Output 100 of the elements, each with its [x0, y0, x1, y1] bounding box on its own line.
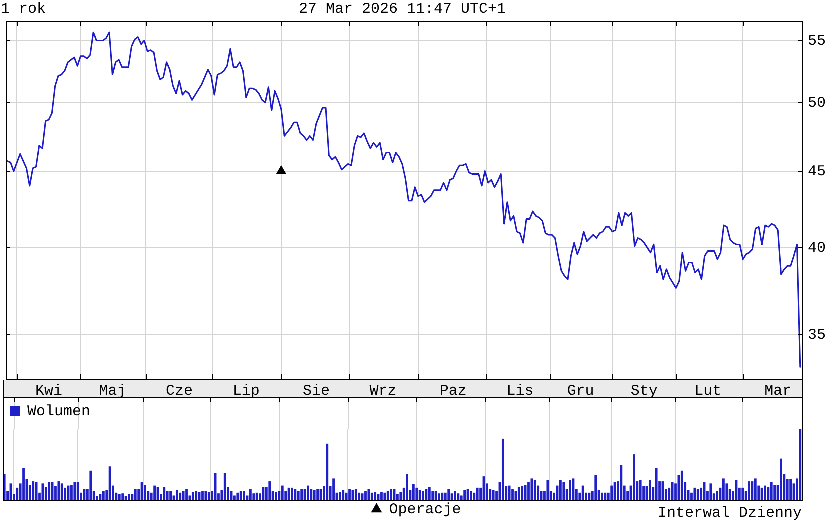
bar [412, 484, 415, 500]
bar [754, 478, 757, 500]
chart-title: 1 rok [1, 0, 46, 19]
x-tick-label: Wrz [370, 382, 397, 400]
y-tick-label: 40 [808, 240, 826, 257]
bar [774, 485, 776, 500]
bar [696, 489, 700, 500]
bar [60, 484, 64, 500]
bar [294, 489, 297, 500]
bar [297, 491, 300, 500]
bar [770, 482, 773, 500]
bar [90, 470, 92, 500]
bar [163, 487, 166, 500]
bar [464, 490, 466, 500]
bar [546, 480, 550, 500]
y-tick-label: 55 [808, 32, 826, 50]
bar [192, 492, 194, 500]
bar [128, 494, 130, 500]
bar [70, 485, 73, 500]
x-tick-label: Sty [630, 382, 658, 400]
bar [560, 480, 562, 500]
bar [354, 489, 358, 500]
bar [680, 470, 684, 500]
bar [186, 489, 188, 500]
bar [345, 492, 348, 500]
chart-subtitle: 27 Mar 2026 11:47 UTC+1 [298, 1, 506, 18]
bar [48, 482, 51, 500]
bar [422, 491, 424, 500]
x-tick-label: Paz [440, 382, 467, 400]
bar [671, 482, 674, 500]
bar [518, 487, 520, 500]
bar [236, 492, 240, 500]
bar [400, 492, 402, 500]
bar [74, 482, 76, 500]
bar [716, 491, 719, 500]
bar [418, 490, 422, 500]
bar [166, 491, 169, 500]
bar [342, 490, 345, 500]
bar [108, 466, 112, 500]
bar [694, 488, 696, 500]
bar [530, 478, 534, 500]
bar [604, 492, 607, 500]
bar [326, 444, 329, 500]
bar [348, 489, 351, 500]
x-tick-label: Lis [506, 382, 534, 400]
bar [742, 488, 744, 500]
bar [176, 490, 178, 500]
bar [790, 479, 792, 500]
bar [454, 491, 456, 500]
bar [512, 489, 514, 500]
text: Interwal Dzienny [658, 504, 802, 523]
bar [390, 489, 393, 500]
bar [275, 492, 278, 500]
bar [208, 492, 210, 500]
bar [249, 489, 252, 500]
bar [338, 492, 342, 500]
bar [179, 492, 182, 500]
bar [764, 486, 766, 500]
bar [492, 490, 495, 500]
x-tick-label: Gru [567, 382, 594, 400]
bar [569, 480, 572, 500]
bar [64, 488, 67, 500]
y-tick-label: 45 [808, 163, 826, 180]
bar [198, 492, 201, 500]
bar [316, 489, 320, 500]
x-tick-label: Cze [166, 382, 194, 400]
bar [76, 482, 80, 500]
bar [528, 482, 530, 500]
bar [118, 494, 121, 500]
bar [476, 488, 479, 500]
y-tick-label: 35 [808, 326, 826, 344]
bar [374, 492, 377, 500]
bar [313, 490, 316, 500]
x-tick-label: Kwi [35, 382, 62, 400]
bar [22, 468, 25, 500]
bar [633, 454, 636, 500]
bar [122, 494, 124, 500]
bar [508, 486, 511, 500]
bar [562, 482, 566, 500]
bar [234, 496, 236, 500]
bar [432, 491, 434, 500]
bar [307, 486, 310, 500]
bar [444, 492, 447, 500]
bar [434, 491, 438, 500]
bar [310, 489, 313, 500]
bar [620, 465, 623, 500]
x-tick-label: Lut [694, 382, 722, 400]
bar [386, 491, 390, 500]
bar [358, 492, 361, 500]
bar [144, 485, 146, 500]
bar [655, 468, 658, 500]
bar [457, 494, 460, 500]
bar [416, 488, 418, 500]
x-tick-label: Mar [764, 382, 792, 400]
bar [534, 480, 536, 500]
bar [332, 478, 335, 500]
bar [16, 488, 19, 500]
bar [610, 486, 614, 500]
bar [300, 489, 304, 500]
bar [281, 486, 284, 500]
